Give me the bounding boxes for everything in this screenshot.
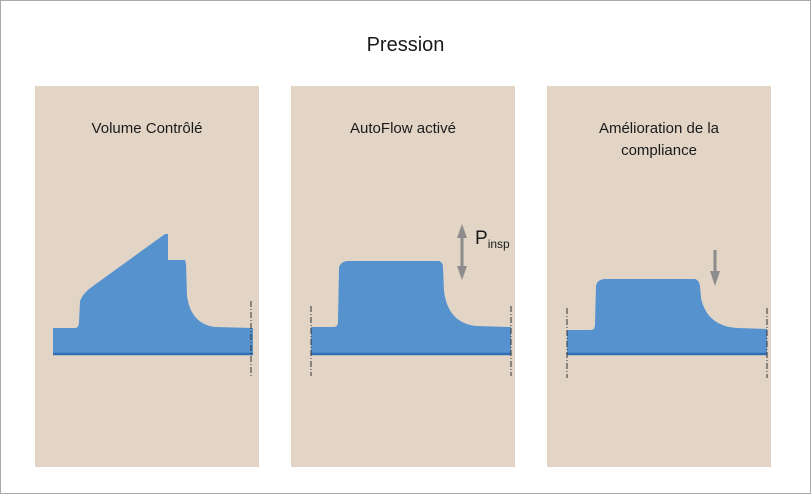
- pinsp-annotation: Pinsp: [475, 228, 510, 251]
- panel-label-line2: compliance: [621, 142, 697, 159]
- waveform-shape: [567, 279, 767, 354]
- pressure-waveform-compliance: [566, 250, 768, 378]
- down-arrow-icon: [710, 250, 720, 286]
- pinsp-main: P: [475, 228, 488, 249]
- panel-volume-controle: Volume Contrôlé: [35, 86, 259, 467]
- double-arrow-icon: [457, 224, 467, 280]
- pressure-waveform-volume: [53, 234, 253, 376]
- panel-autoflow: AutoFlow activé Pinsp: [291, 86, 515, 467]
- panel-label: AutoFlow activé: [350, 120, 456, 137]
- pressure-waveform-autoflow: [310, 224, 512, 376]
- panel-label: Volume Contrôlé: [91, 120, 203, 137]
- waveform-shape: [311, 261, 511, 354]
- waveform-shape: [53, 234, 253, 354]
- figure-title: Pression: [366, 34, 445, 56]
- pinsp-sub: insp: [487, 237, 510, 251]
- panel-amelioration-compliance: Amélioration de la compliance: [547, 86, 771, 467]
- panel-label: Amélioration de la compliance: [547, 118, 771, 162]
- panel-label-line1: Amélioration de la: [598, 120, 720, 137]
